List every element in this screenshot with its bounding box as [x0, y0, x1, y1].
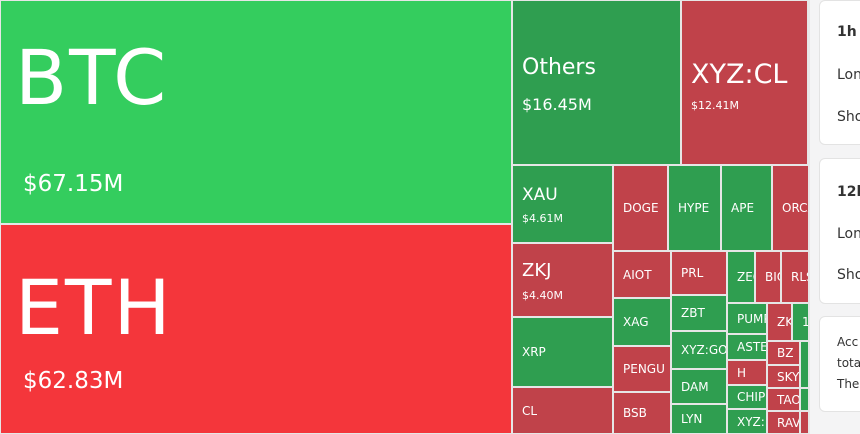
cell-symbol: BZ	[777, 346, 794, 360]
cell-symbol: XYZ:GOLD	[681, 343, 727, 357]
treemap-cell-zk[interactable]: ZK	[767, 303, 792, 341]
treemap-cell-small[interactable]	[800, 411, 809, 434]
cell-symbol: BTC	[15, 33, 169, 122]
treemap-cell-pengu[interactable]: PENGU	[613, 346, 671, 392]
treemap-cell-zbt[interactable]: ZBT	[671, 295, 727, 331]
panel-12h: 12h Long Short	[819, 158, 860, 304]
cell-symbol: CL	[522, 403, 538, 418]
treemap-cell-xyz-cl[interactable]: XYZ:CL $12.41M	[681, 0, 808, 165]
cell-symbol: H	[737, 365, 747, 380]
long-label: Long	[837, 67, 860, 83]
treemap-cell-aiot[interactable]: AIOT	[613, 251, 671, 298]
cell-symbol: BIO	[765, 270, 780, 284]
treemap-cell-rls[interactable]: RLS	[781, 251, 809, 303]
treemap-cell-btc[interactable]: BTC $67.15M	[0, 0, 512, 224]
note-card: Acc tota The	[819, 316, 860, 412]
cell-symbol: ZBT	[681, 306, 705, 320]
cell-symbol: Others	[522, 55, 596, 80]
cell-value: $12.41M	[691, 99, 739, 112]
short-label: Short	[837, 267, 860, 283]
treemap-cell-tao[interactable]: TAO	[767, 388, 800, 411]
cell-symbol: XAG	[623, 315, 649, 329]
treemap-cell-small[interactable]	[800, 341, 809, 388]
cell-symbol: APE	[731, 201, 755, 215]
treemap-cell-h[interactable]: H	[727, 360, 767, 385]
treemap-cell-cl[interactable]: CL	[512, 387, 613, 434]
treemap-cell-xrp[interactable]: XRP	[512, 317, 613, 387]
treemap-cell-bz[interactable]: BZ	[767, 341, 800, 365]
note-line: Acc	[837, 335, 859, 349]
cell-symbol: SKY	[777, 369, 800, 384]
treemap-cell-ape[interactable]: APE	[721, 165, 772, 251]
long-label: Long	[837, 226, 860, 242]
treemap-cell-xag[interactable]: XAG	[613, 298, 671, 346]
cell-symbol: 1	[802, 315, 809, 329]
cell-symbol: AIOT	[623, 267, 652, 282]
cell-symbol: RAV	[777, 415, 800, 430]
treemap-cell-prl[interactable]: PRL	[671, 251, 727, 295]
cell-symbol: ETH	[15, 263, 173, 352]
cell-value: $4.40M	[522, 289, 563, 302]
note-line: tota	[837, 356, 860, 370]
cell-symbol: XRP	[522, 345, 546, 359]
treemap-cell-xyz-h[interactable]: XYZ:H	[727, 409, 767, 434]
treemap-cell-bsb[interactable]: BSB	[613, 392, 671, 434]
cell-symbol: BSB	[623, 406, 647, 420]
treemap-cell-sky[interactable]: SKY	[767, 365, 800, 388]
treemap-cell-hype[interactable]: HYPE	[668, 165, 721, 251]
treemap-cell-pump[interactable]: PUMP	[727, 303, 767, 334]
cell-symbol: PRL	[681, 266, 704, 280]
panel-title: 12h	[837, 184, 860, 200]
panel-1h: 1h Long Short	[819, 0, 860, 145]
cell-symbol: CHIP	[737, 390, 766, 404]
cell-symbol: DOGE	[623, 201, 659, 215]
treemap-cell-rav[interactable]: RAV	[767, 411, 800, 434]
cell-symbol: RLS	[791, 270, 808, 284]
panel-title: 1h	[837, 24, 857, 40]
treemap-cell-bio[interactable]: BIO	[755, 251, 781, 303]
treemap-cell-chip[interactable]: CHIP	[727, 385, 767, 409]
cell-value: $62.83M	[23, 368, 124, 394]
cell-symbol: XYZ:CL	[691, 59, 788, 90]
cell-symbol: ZK	[777, 315, 792, 329]
cell-symbol: XYZ:H	[737, 414, 766, 429]
treemap-cell-xau[interactable]: XAU $4.61M	[512, 165, 613, 243]
cell-symbol: DAM	[681, 379, 709, 394]
treemap-cell-others[interactable]: Others $16.45M	[512, 0, 681, 165]
cell-symbol: LYN	[681, 412, 703, 426]
treemap-cell-small[interactable]	[800, 388, 809, 411]
cell-symbol: ZKJ	[522, 260, 552, 281]
cell-symbol: TAO	[777, 392, 800, 407]
treemap-cell-aster[interactable]: ASTER	[727, 334, 767, 360]
treemap-cell-1[interactable]: 1	[792, 303, 809, 341]
treemap-cell-lyn[interactable]: LYN	[671, 404, 727, 434]
treemap-cell-doge[interactable]: DOGE	[613, 165, 668, 251]
cell-symbol: ASTER	[737, 340, 767, 354]
note-line: The	[837, 377, 860, 391]
cell-value: $4.61M	[522, 212, 563, 225]
cell-symbol: PENGU	[623, 362, 665, 376]
cell-symbol: HYPE	[678, 201, 710, 215]
liquidation-treemap: BTC $67.15M ETH $62.83M Others $16.45M XYZ:CL $…	[0, 0, 810, 434]
cell-symbol: PUMP	[737, 311, 766, 326]
cell-value: $16.45M	[522, 95, 592, 114]
treemap-cell-zec[interactable]: ZEC	[727, 251, 755, 303]
cell-symbol: ZEC	[737, 270, 754, 284]
cell-symbol: XAU	[522, 185, 558, 205]
short-label: Short	[837, 109, 860, 125]
treemap-cell-eth[interactable]: ETH $62.83M	[0, 224, 512, 434]
treemap-cell-zkj[interactable]: ZKJ $4.40M	[512, 243, 613, 317]
cell-value: $67.15M	[23, 171, 124, 197]
treemap-cell-xyz-gold[interactable]: XYZ:GOLD	[671, 331, 727, 369]
treemap-cell-dam[interactable]: DAM	[671, 369, 727, 404]
